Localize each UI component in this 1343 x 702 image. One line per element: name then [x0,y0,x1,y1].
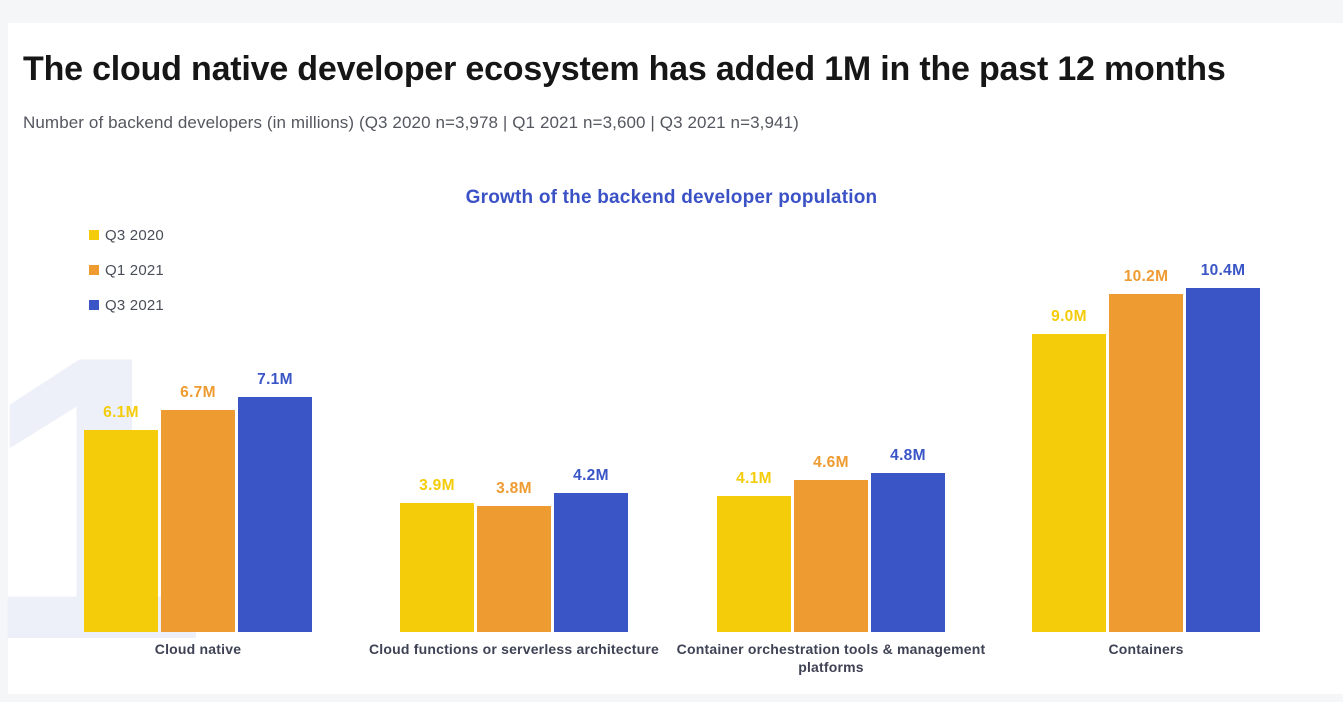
page-subtitle: Number of backend developers (in million… [23,113,799,132]
legend-item: Q3 2021 [89,296,164,314]
category-label: Cloud functions or serverless architectu… [368,641,660,657]
legend-swatch [89,265,99,275]
bar [554,493,628,632]
legend-swatch [89,230,99,240]
bar-value-label: 4.1M [736,470,772,487]
category-label: Containers [1108,641,1184,657]
legend-label: Q3 2020 [105,226,164,244]
legend-swatch [89,300,99,310]
bar [161,410,235,632]
page-title: The cloud native developer ecosystem has… [23,49,1226,88]
bar-value-label: 3.8M [496,480,532,497]
bar-value-label: 4.2M [573,467,609,484]
bar [1186,288,1260,632]
bar [1032,334,1106,632]
bar-value-label: 6.7M [180,384,216,401]
bar-value-label: 4.8M [890,447,926,464]
bar [794,480,868,632]
bar [84,430,158,632]
bar-value-label: 3.9M [419,477,455,494]
bar [1109,294,1183,632]
legend-label: Q3 2021 [105,296,164,314]
bar [717,496,791,632]
legend-label: Q1 2021 [105,261,164,279]
bar [238,397,312,632]
chart-legend: Q3 2020 Q1 2021 Q3 2021 [89,226,164,333]
bar-value-label: 9.0M [1051,308,1087,325]
chart-title: Growth of the backend developer populati… [465,187,878,208]
bar-value-label: 4.6M [813,454,849,471]
category-label: Container orchestration tools & manageme… [676,641,986,676]
bar [400,503,474,632]
legend-item: Q1 2021 [89,261,164,279]
legend-item: Q3 2020 [89,226,164,244]
bar [871,473,945,632]
bar-value-label: 10.4M [1200,262,1246,279]
bar-value-label: 10.2M [1123,268,1169,285]
bar-value-label: 7.1M [257,371,293,388]
bar-value-label: 6.1M [103,404,139,421]
category-label: Cloud native [154,641,242,657]
bar [477,506,551,632]
